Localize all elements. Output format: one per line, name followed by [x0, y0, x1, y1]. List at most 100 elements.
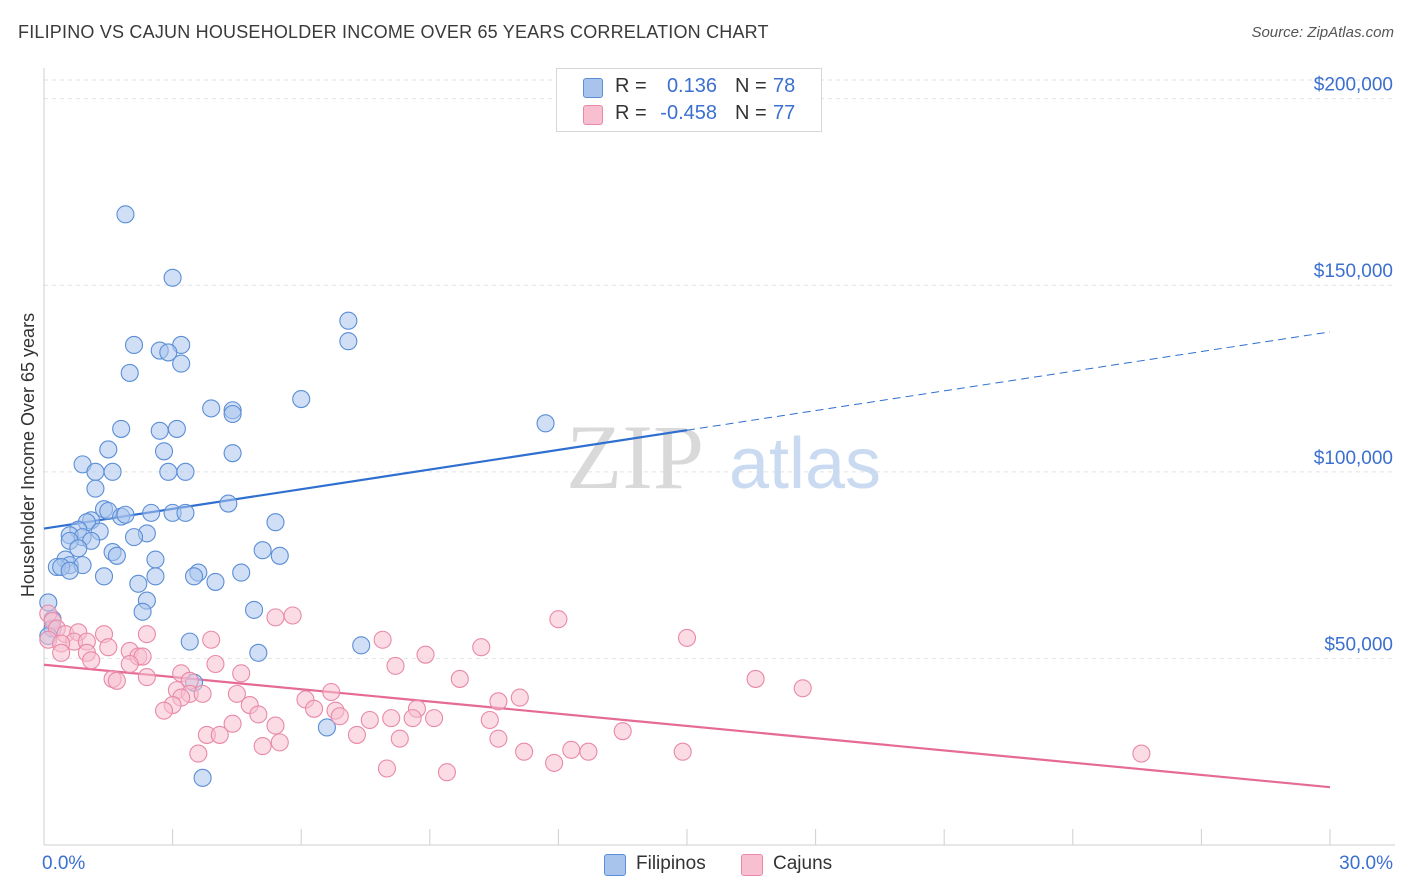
axes: [43, 68, 1395, 846]
point-filipinos: [176, 503, 195, 522]
point-filipinos: [232, 563, 251, 582]
r-value: 0.136: [666, 75, 717, 97]
point-filipinos: [223, 444, 242, 463]
point-cajuns: [232, 664, 251, 683]
point-cajuns: [450, 669, 469, 688]
point-filipinos: [249, 643, 268, 662]
point-cajuns: [189, 744, 208, 763]
point-filipinos: [219, 494, 238, 513]
series-legend: Filipinos Cajuns: [0, 852, 1406, 878]
r-label: R =: [615, 75, 647, 97]
n-label: N =: [735, 102, 767, 124]
point-filipinos: [339, 332, 358, 351]
point-cajuns: [193, 684, 212, 703]
point-cajuns: [472, 638, 491, 657]
point-cajuns: [515, 742, 534, 761]
point-filipinos: [69, 539, 88, 558]
data-points: [39, 205, 1151, 787]
point-cajuns: [154, 701, 174, 720]
point-filipinos: [266, 513, 285, 532]
point-filipinos: [193, 768, 212, 787]
cajuns-legend-swatch: [741, 854, 763, 876]
point-cajuns: [270, 733, 289, 752]
n-label: N =: [735, 75, 767, 97]
point-cajuns: [202, 630, 221, 649]
point-cajuns: [266, 608, 285, 627]
watermark-zip: ZIP: [566, 406, 704, 508]
point-filipinos: [317, 718, 336, 737]
point-filipinos: [167, 419, 186, 438]
point-filipinos: [133, 602, 152, 621]
point-filipinos: [159, 462, 178, 481]
n-value: 78: [773, 75, 796, 97]
point-cajuns: [137, 625, 156, 644]
point-cajuns: [373, 630, 392, 649]
legend-label: Cajuns: [773, 853, 833, 874]
point-cajuns: [613, 722, 632, 741]
stats-row-cajuns: R = -0.458 N = 77: [557, 101, 821, 127]
point-filipinos: [107, 546, 126, 565]
point-filipinos: [253, 541, 272, 560]
point-filipinos: [270, 546, 289, 565]
point-cajuns: [746, 669, 765, 688]
filipinos-legend-swatch: [604, 854, 626, 876]
point-filipinos: [244, 600, 264, 619]
point-filipinos: [154, 442, 174, 461]
point-cajuns: [489, 692, 508, 711]
point-cajuns: [305, 699, 324, 718]
point-cajuns: [227, 684, 246, 703]
point-filipinos: [180, 632, 199, 651]
point-filipinos: [112, 419, 131, 438]
point-filipinos: [206, 572, 225, 591]
point-cajuns: [210, 725, 229, 744]
trend-line-cajuns: [43, 663, 1331, 789]
point-filipinos: [536, 414, 555, 433]
point-cajuns: [510, 688, 529, 707]
point-cajuns: [390, 729, 409, 748]
point-cajuns: [253, 737, 272, 756]
point-filipinos: [124, 335, 144, 355]
trend-line-filipinos-extension: [686, 331, 1331, 431]
point-filipinos: [86, 479, 105, 498]
point-cajuns: [377, 759, 396, 778]
point-cajuns: [223, 714, 242, 733]
point-cajuns: [416, 645, 435, 664]
point-cajuns: [99, 638, 118, 657]
point-cajuns: [425, 709, 444, 728]
point-filipinos: [116, 505, 135, 524]
point-filipinos: [142, 503, 161, 522]
y-tick-label: $150,000: [1314, 261, 1393, 282]
point-cajuns: [283, 606, 302, 625]
point-filipinos: [292, 390, 311, 409]
chart-title: FILIPINO VS CAJUN HOUSEHOLDER INCOME OVE…: [18, 22, 769, 42]
point-cajuns: [579, 742, 598, 761]
point-cajuns: [673, 742, 692, 761]
point-filipinos: [99, 440, 118, 459]
point-cajuns: [330, 707, 349, 726]
n-value: 77: [773, 102, 796, 124]
point-cajuns: [1132, 744, 1151, 763]
point-filipinos: [352, 636, 371, 655]
watermark: ZIP atlas: [566, 406, 881, 508]
point-cajuns: [137, 668, 156, 687]
point-filipinos: [172, 354, 191, 373]
point-filipinos: [184, 567, 204, 586]
point-filipinos: [86, 462, 105, 481]
point-filipinos: [116, 205, 135, 224]
point-cajuns: [549, 610, 568, 629]
point-cajuns: [360, 710, 379, 730]
x-tick-label: 30.0%: [1339, 853, 1393, 874]
point-cajuns: [545, 753, 564, 772]
point-cajuns: [82, 651, 101, 670]
point-filipinos: [129, 574, 148, 593]
r-value: -0.458: [660, 102, 717, 124]
x-tick-label: 0.0%: [42, 853, 85, 874]
y-tick-label: $50,000: [1324, 634, 1393, 655]
point-cajuns: [562, 740, 581, 759]
point-filipinos: [146, 567, 165, 586]
point-cajuns: [382, 709, 401, 728]
point-cajuns: [793, 679, 812, 698]
point-cajuns: [322, 682, 341, 702]
point-filipinos: [202, 399, 221, 418]
